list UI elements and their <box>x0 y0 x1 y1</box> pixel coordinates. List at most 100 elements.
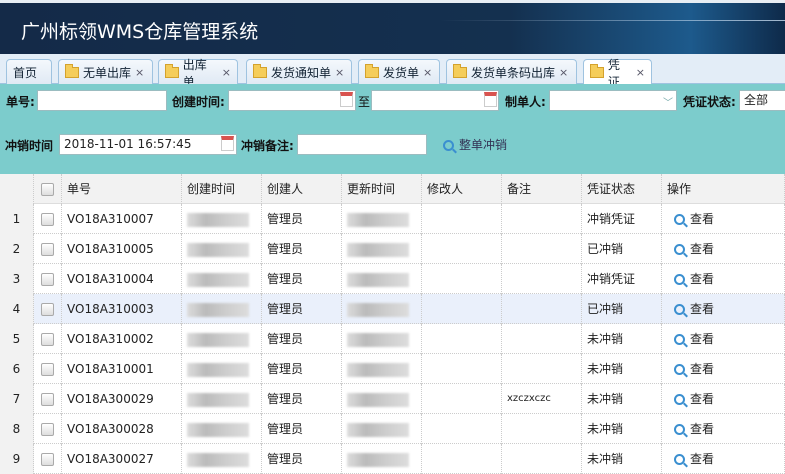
column-header[interactable]: 创建人 <box>262 174 342 204</box>
search-icon <box>674 424 685 435</box>
created-time-cell <box>182 354 262 384</box>
table-row[interactable]: 5 VO18A310002 管理员 未冲销 查看 <box>0 324 785 354</box>
row-number: 2 <box>0 234 34 264</box>
redacted-value <box>347 392 409 407</box>
row-checkbox[interactable] <box>41 243 54 256</box>
updated-time-cell <box>342 294 422 324</box>
tab-6[interactable]: 凭证 × <box>583 58 652 89</box>
status-cell: 未冲销 <box>582 414 662 444</box>
row-number: 3 <box>0 264 34 294</box>
close-icon[interactable]: × <box>335 66 345 79</box>
view-button[interactable]: 查看 <box>662 414 785 444</box>
close-icon[interactable]: × <box>635 66 645 79</box>
reverse-note-label: 冲销备注: <box>241 139 294 153</box>
order-no-label: 单号: <box>6 95 35 109</box>
column-header[interactable]: 凭证状态 <box>582 174 662 204</box>
redacted-value <box>347 332 409 347</box>
column-header[interactable]: 创建时间 <box>182 174 262 204</box>
maker-select[interactable] <box>549 90 677 111</box>
status-cell: 未冲销 <box>582 384 662 414</box>
redacted-value <box>347 272 409 287</box>
creator-cell: 管理员 <box>262 324 342 354</box>
order-no-input[interactable] <box>37 90 167 111</box>
table-row[interactable]: 8 VO18A300028 管理员 未冲销 查看 <box>0 414 785 444</box>
redacted-value <box>187 302 249 317</box>
row-checkbox-cell <box>34 294 62 324</box>
view-button[interactable]: 查看 <box>662 384 785 414</box>
tab-0[interactable]: 首页 <box>6 59 52 85</box>
tab-label: 无单出库 <box>83 66 132 80</box>
table-row[interactable]: 6 VO18A310001 管理员 未冲销 查看 <box>0 354 785 384</box>
folder-icon <box>65 64 79 78</box>
row-checkbox[interactable] <box>41 393 54 406</box>
row-checkbox[interactable] <box>41 423 54 436</box>
view-label: 查看 <box>690 272 715 286</box>
column-header[interactable]: 更新时间 <box>342 174 422 204</box>
view-button[interactable]: 查看 <box>662 444 785 474</box>
calendar-icon[interactable] <box>484 92 497 107</box>
row-checkbox[interactable] <box>41 363 54 376</box>
close-icon[interactable]: × <box>221 66 231 79</box>
row-checkbox[interactable] <box>41 273 54 286</box>
row-checkbox[interactable] <box>41 213 54 226</box>
close-icon[interactable]: × <box>423 66 433 79</box>
table-row[interactable]: 4 VO18A310003 管理员 已冲销 查看 <box>0 294 785 324</box>
select-all-checkbox[interactable] <box>41 183 54 196</box>
row-number: 4 <box>0 294 34 324</box>
reverse-note-input[interactable] <box>297 134 427 155</box>
created-to-input[interactable] <box>371 90 499 111</box>
table-row[interactable]: 3 VO18A310004 管理员 冲销凭证 查看 <box>0 264 785 294</box>
table-row[interactable]: 2 VO18A310005 管理员 已冲销 查看 <box>0 234 785 264</box>
creator-cell: 管理员 <box>262 234 342 264</box>
view-button[interactable]: 查看 <box>662 264 785 294</box>
tab-2[interactable]: 出库单 × <box>158 58 238 89</box>
reverse-button[interactable]: 整单冲销 <box>443 136 507 153</box>
tab-5[interactable]: 发货单条码出库 × <box>446 59 577 85</box>
note-cell <box>502 294 582 324</box>
created-time-cell <box>182 444 262 474</box>
created-time-cell <box>182 324 262 354</box>
row-checkbox[interactable] <box>41 333 54 346</box>
row-number: 9 <box>0 444 34 474</box>
view-label: 查看 <box>690 242 715 256</box>
modifier-cell <box>422 234 502 264</box>
tab-bar: 首页 无单出库 × 出库单 × 发货通知单 × 发货单 × 发货单条码出库 × 凭证 × <box>0 54 785 89</box>
column-header[interactable]: 修改人 <box>422 174 502 204</box>
close-icon[interactable]: × <box>559 66 569 79</box>
column-header[interactable]: 操作 <box>662 174 785 204</box>
tab-3[interactable]: 发货通知单 × <box>246 59 352 85</box>
table-row[interactable]: 7 VO18A300029 管理员 xzczxczc 未冲销 查看 <box>0 384 785 414</box>
calendar-icon[interactable] <box>221 136 234 151</box>
status-select[interactable]: 全部 <box>739 90 785 111</box>
reverse-time-input[interactable]: 2018-11-01 16:57:45 <box>59 134 237 155</box>
updated-time-cell <box>342 204 422 234</box>
redacted-value <box>187 362 249 377</box>
row-checkbox-cell <box>34 204 62 234</box>
view-button[interactable]: 查看 <box>662 324 785 354</box>
chevron-down-icon[interactable]: ﹀ <box>663 98 673 109</box>
filter-panel: 单号: 创建时间: 至 制单人: ﹀ 凭证状态: 全部 冲销时间 2018-11… <box>0 84 785 174</box>
calendar-icon[interactable] <box>340 92 353 107</box>
view-button[interactable]: 查看 <box>662 204 785 234</box>
column-header[interactable]: 单号 <box>62 174 182 204</box>
redacted-value <box>347 212 409 227</box>
column-header[interactable]: 备注 <box>502 174 582 204</box>
modifier-cell <box>422 324 502 354</box>
tab-1[interactable]: 无单出库 × <box>58 59 153 85</box>
modifier-cell <box>422 354 502 384</box>
close-icon[interactable]: × <box>135 66 145 79</box>
view-button[interactable]: 查看 <box>662 354 785 384</box>
tab-label: 发货单条码出库 <box>471 66 556 80</box>
view-button[interactable]: 查看 <box>662 234 785 264</box>
row-checkbox[interactable] <box>41 453 54 466</box>
redacted-value <box>347 362 409 377</box>
table-row[interactable]: 1 VO18A310007 管理员 冲销凭证 查看 <box>0 204 785 234</box>
redacted-value <box>187 422 249 437</box>
created-time-cell <box>182 384 262 414</box>
view-button[interactable]: 查看 <box>662 294 785 324</box>
maker-label: 制单人: <box>505 95 546 109</box>
row-checkbox[interactable] <box>41 303 54 316</box>
created-from-input[interactable] <box>228 90 356 111</box>
table-row[interactable]: 9 VO18A300027 管理员 未冲销 查看 <box>0 444 785 474</box>
tab-4[interactable]: 发货单 × <box>358 59 440 85</box>
